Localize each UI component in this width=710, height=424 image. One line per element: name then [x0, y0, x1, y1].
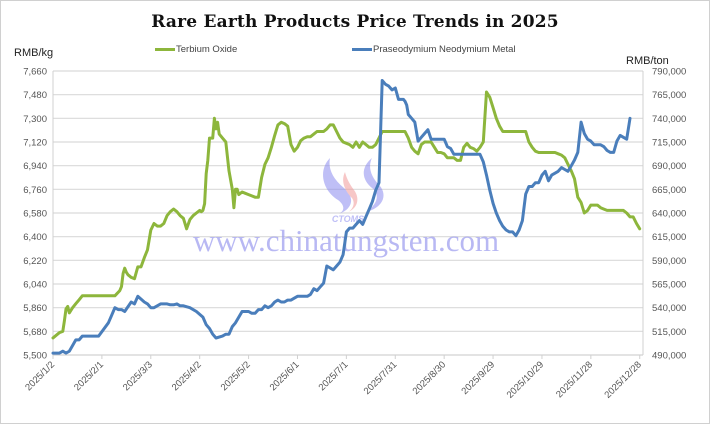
y-tick-label: 6,760: [23, 185, 47, 196]
y2-tick-label: 765,000: [652, 90, 686, 101]
x-tick-label: 2025/1/2: [23, 359, 57, 393]
svg-text:CTOMS: CTOMS: [332, 214, 364, 224]
y-tick-label: 6,220: [23, 256, 47, 267]
y2-tick-label: 490,000: [652, 351, 686, 362]
x-tick-label: 2025/3/3: [121, 359, 155, 393]
y2-tick-label: 740,000: [652, 114, 686, 125]
x-tick-label: 2025/7/31: [362, 359, 400, 397]
y-tick-label: 5,860: [23, 303, 47, 314]
x-tick-label: 2025/2/1: [72, 359, 106, 393]
legend-swatch-blue-icon: [352, 48, 372, 51]
y2-tick-label: 690,000: [652, 161, 686, 172]
x-tick-label: 2025/7/1: [317, 359, 351, 393]
prnd-metal-line: [51, 79, 632, 355]
x-tick-label: 2025/4/2: [170, 359, 204, 393]
terbium-oxide-line: [51, 90, 642, 340]
y2-tick-label: 590,000: [652, 256, 686, 267]
legend-item-terbium-oxide: Terbium Oxide: [155, 44, 237, 55]
y-tick-label: 6,400: [23, 232, 47, 243]
x-tick-label: 2025/8/30: [411, 359, 449, 397]
y2-tick-label: 790,000: [652, 67, 686, 78]
y2-tick-label: 615,000: [652, 232, 686, 243]
ctoms-logo-icon: CTOMS: [323, 158, 384, 224]
series-lines: [51, 79, 642, 355]
chart-title: Rare Earth Products Price Trends in 2025: [151, 12, 559, 32]
right-axis-unit: RMB/ton: [626, 55, 669, 67]
legend-swatch-green-icon: [155, 48, 175, 51]
y-tick-label: 6,580: [23, 209, 47, 220]
x-tick-label: 2025/12/28: [602, 359, 643, 400]
x-tick-label: 2025/11/28: [554, 359, 595, 400]
gridlines: [52, 70, 644, 356]
left-axis-unit: RMB/kg: [14, 47, 54, 59]
y-tick-label: 6,940: [23, 161, 47, 172]
y-tick-label: 5,500: [23, 351, 47, 362]
y-tick-label: 7,660: [23, 67, 47, 78]
y-tick-label: 7,120: [23, 138, 47, 149]
y2-tick-label: 665,000: [652, 185, 686, 196]
x-tick-label: 2025/10/29: [505, 359, 546, 400]
y2-tick-label: 540,000: [652, 303, 686, 314]
y2-tick-label: 640,000: [652, 209, 686, 220]
x-tick-label: 2025/6/1: [268, 359, 302, 393]
x-tick-label: 2025/9/29: [460, 359, 498, 397]
y2-tick-label: 515,000: [652, 327, 686, 338]
x-tick-label: 2025/5/2: [219, 359, 253, 393]
y-tick-label: 7,480: [23, 90, 47, 101]
y2-tick-label: 715,000: [652, 138, 686, 149]
legend-item-prnd-metal: Praseodymium Neodymium Metal: [352, 44, 516, 55]
y-tick-label: 7,300: [23, 114, 47, 125]
legend-label: Terbium Oxide: [176, 44, 238, 55]
y-tick-label: 6,040: [23, 280, 47, 291]
y-tick-label: 5,680: [23, 327, 47, 338]
legend-label: Praseodymium Neodymium Metal: [373, 44, 516, 55]
y2-tick-label: 565,000: [652, 280, 686, 291]
